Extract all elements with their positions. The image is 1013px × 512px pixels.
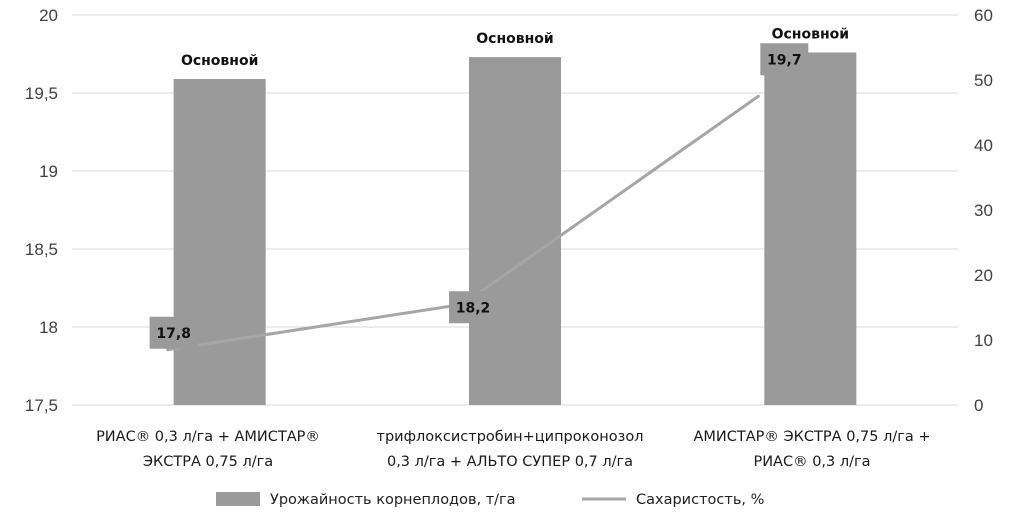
line-label-box xyxy=(149,316,198,349)
left-tick-label: 19 xyxy=(39,162,58,181)
bar xyxy=(173,78,266,406)
line-label-box xyxy=(760,43,809,76)
legend-line-label: Сахаристость, % xyxy=(636,492,764,508)
right-tick-label: 50 xyxy=(974,71,993,90)
category-label: 0,3 л/га + АЛЬТО СУПЕР 0,7 л/га xyxy=(387,454,633,470)
category-label: РИАС® 0,3 л/га xyxy=(753,454,870,470)
left-axis-ticks: 17,5 18 18,5 19 19,5 20 xyxy=(25,6,58,415)
right-tick-label: 60 xyxy=(974,6,993,25)
bar-series xyxy=(173,52,857,406)
right-axis-ticks: 0 10 20 30 40 50 60 xyxy=(974,6,993,415)
category-label: трифлоксистробин+ципроконозол xyxy=(377,429,644,445)
line-label-box xyxy=(449,291,497,324)
line-data-label: 17,8 xyxy=(156,326,191,342)
left-tick-label: 20 xyxy=(39,6,58,25)
left-tick-label: 19,5 xyxy=(25,84,58,103)
category-label: ЭКСТРА 0,75 л/га xyxy=(143,454,273,470)
bar-data-label: Основной xyxy=(181,53,258,69)
line-data-label: 18,2 xyxy=(456,300,491,316)
bar-data-label: Основной xyxy=(476,31,553,47)
data-labels: Основной Основной Основной 17,8 18,2 19,7 xyxy=(149,26,849,349)
right-tick-label: 0 xyxy=(974,396,983,415)
left-tick-label: 18,5 xyxy=(25,240,58,259)
category-labels: РИАС® 0,3 л/га + АМИСТАР® ЭКСТРА 0,75 л/г… xyxy=(96,429,930,470)
right-tick-label: 20 xyxy=(974,266,993,285)
line-point xyxy=(166,348,170,352)
legend-bar-label: Урожайность корнеплодов, т/га xyxy=(270,492,516,508)
right-tick-label: 30 xyxy=(974,201,993,220)
line-data-label: 19,7 xyxy=(767,52,802,68)
legend-bar-swatch xyxy=(216,492,260,506)
bar-data-label: Основной xyxy=(772,26,849,42)
bar xyxy=(764,52,857,405)
line-point xyxy=(756,94,760,98)
right-tick-label: 10 xyxy=(974,331,993,350)
legend: Урожайность корнеплодов, т/га Сахаристост… xyxy=(216,492,764,508)
right-tick-label: 40 xyxy=(974,136,993,155)
left-tick-label: 18 xyxy=(39,318,58,337)
category-label: РИАС® 0,3 л/га + АМИСТАР® xyxy=(96,429,320,445)
bar xyxy=(469,57,561,406)
category-label: АМИСТАР® ЭКСТРА 0,75 л/га + xyxy=(693,429,930,445)
left-tick-label: 17,5 xyxy=(25,396,58,415)
